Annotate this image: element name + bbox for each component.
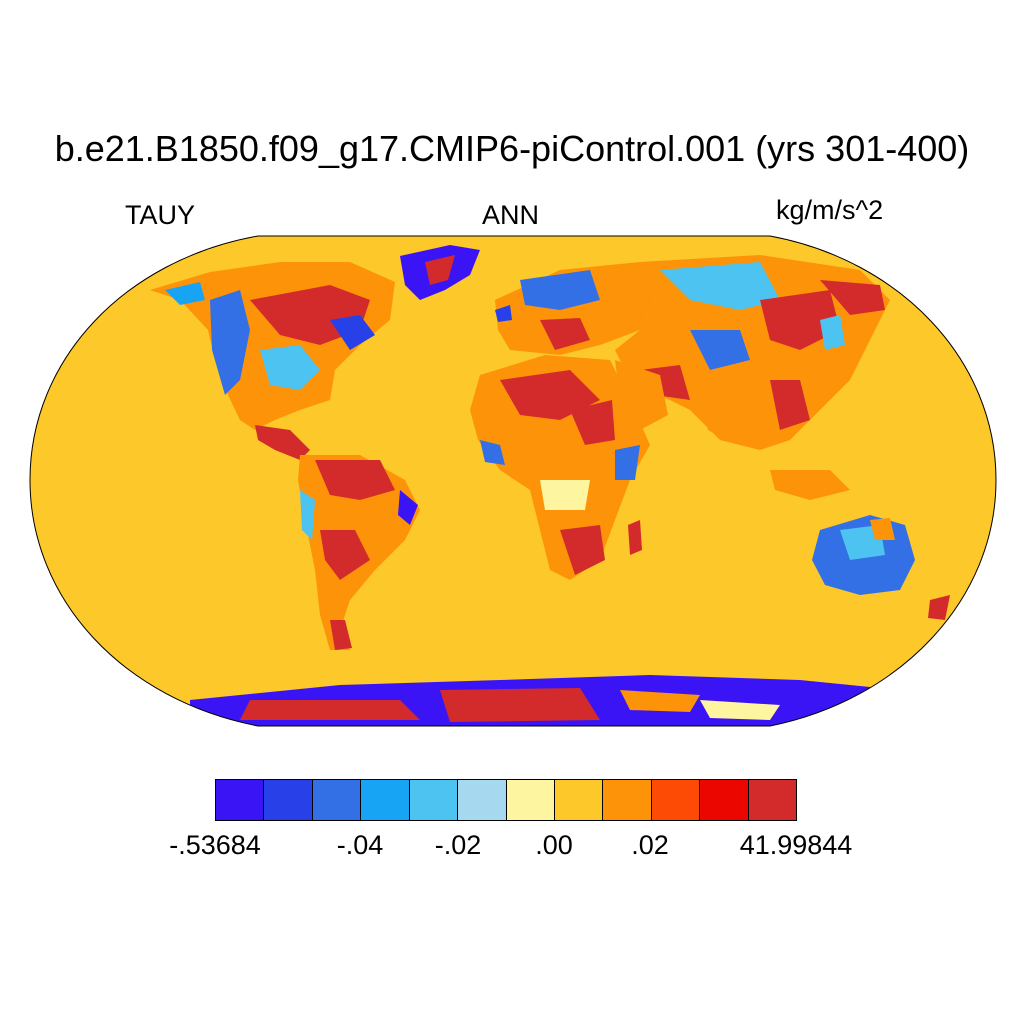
map-border	[29, 235, 997, 727]
colorbar-tick-label: .02	[631, 830, 669, 860]
plot-title: b.e21.B1850.f09_g17.CMIP6-piControl.001 …	[54, 128, 970, 169]
arabia	[615, 360, 668, 430]
colorbar-box	[554, 780, 604, 820]
colorbar-box	[312, 780, 362, 820]
south-america	[298, 455, 420, 650]
colorbar-box	[361, 780, 410, 820]
madagascar	[628, 520, 642, 555]
colorbar-box	[506, 780, 555, 820]
colorbar-tick-label: 41.99844	[739, 830, 853, 860]
colorbar-box	[748, 780, 797, 820]
north-america	[150, 262, 395, 430]
units-label: kg/m/s^2	[776, 195, 884, 225]
se-asia-islands	[770, 470, 850, 500]
colorbar-box	[458, 780, 507, 820]
colorbar-box	[216, 780, 265, 820]
colorbar-box	[264, 780, 313, 820]
asia	[615, 255, 890, 450]
colorbar-tick-label: -.02	[434, 830, 482, 860]
colorbar-tick-label: .00	[535, 830, 573, 860]
colorbar-box	[700, 780, 749, 820]
africa	[470, 355, 650, 580]
colorbar-box	[651, 780, 701, 820]
colorbar-box	[603, 780, 652, 820]
variable-label: TAUY	[125, 200, 196, 230]
europe	[495, 262, 660, 355]
season-label: ANN	[482, 200, 540, 230]
colorbar-box	[409, 780, 459, 820]
new-zealand	[928, 595, 950, 620]
australia	[812, 515, 915, 595]
central-america	[255, 425, 310, 460]
antarctica	[190, 675, 900, 726]
colorbar-tick-label: -.04	[336, 830, 384, 860]
colorbar	[215, 779, 797, 821]
colorbar-tick-label: -.53684	[169, 830, 261, 860]
